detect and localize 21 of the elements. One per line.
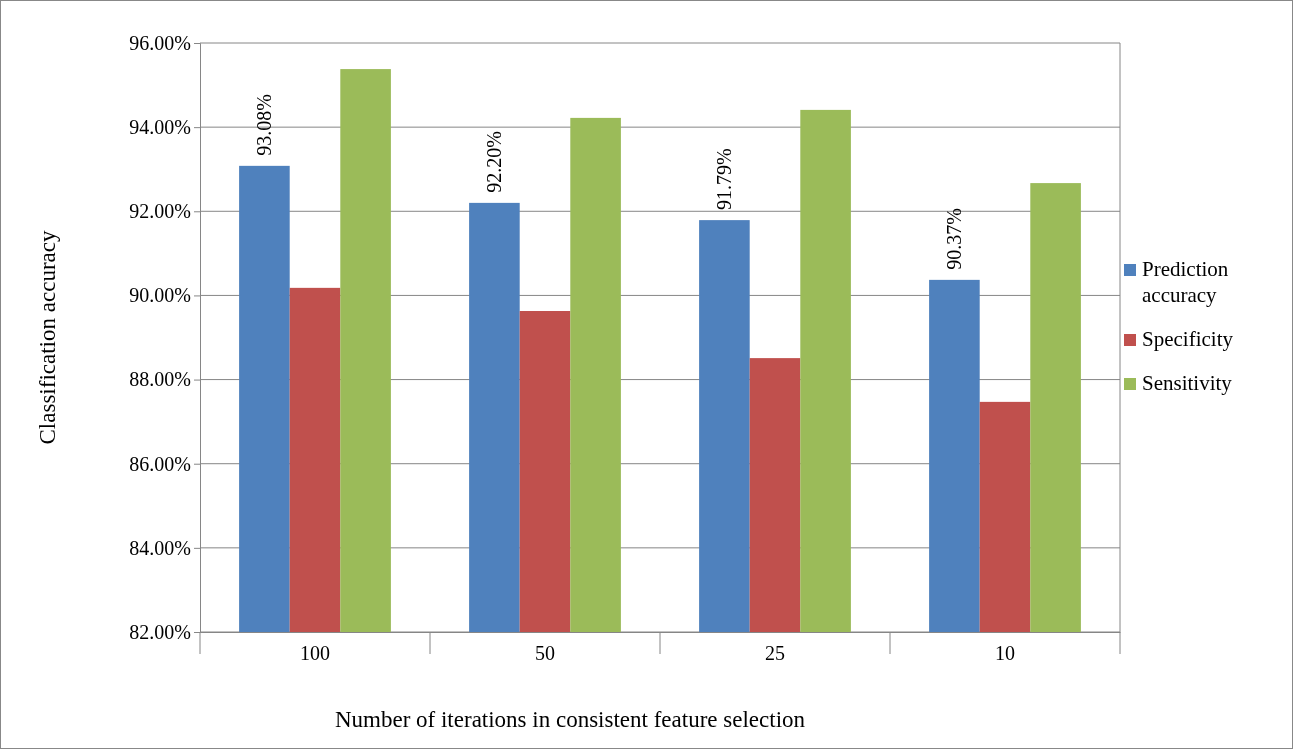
y-axis-title: Classification accuracy bbox=[35, 230, 60, 445]
x-axis-title: Number of iterations in consistent feature selection bbox=[334, 707, 806, 732]
legend-label: Prediction accuracy bbox=[1142, 257, 1229, 307]
x-tick-label: 50 bbox=[535, 642, 555, 665]
y-tick-label: 84.00% bbox=[129, 536, 191, 559]
data-label: 90.37% bbox=[943, 208, 966, 270]
x-tick-label: 25 bbox=[765, 642, 785, 665]
x-tick-label: 100 bbox=[300, 642, 330, 665]
y-tick-label: 92.00% bbox=[129, 200, 191, 223]
y-tick-label: 88.00% bbox=[129, 368, 191, 391]
y-tick-label: 82.00% bbox=[129, 620, 191, 643]
legend-label: Sensitivity bbox=[1142, 371, 1233, 395]
y-tick-label: 86.00% bbox=[129, 452, 191, 475]
data-label: 92.20% bbox=[483, 131, 506, 193]
data-label: 93.08% bbox=[253, 94, 276, 156]
x-tick-label: 10 bbox=[995, 642, 1015, 665]
legend-label: Specificity bbox=[1142, 327, 1234, 351]
y-tick-label: 90.00% bbox=[129, 284, 191, 307]
y-tick-label: 94.00% bbox=[129, 116, 191, 139]
data-label: 91.79% bbox=[713, 148, 736, 211]
y-tick-label: 96.00% bbox=[129, 31, 191, 54]
